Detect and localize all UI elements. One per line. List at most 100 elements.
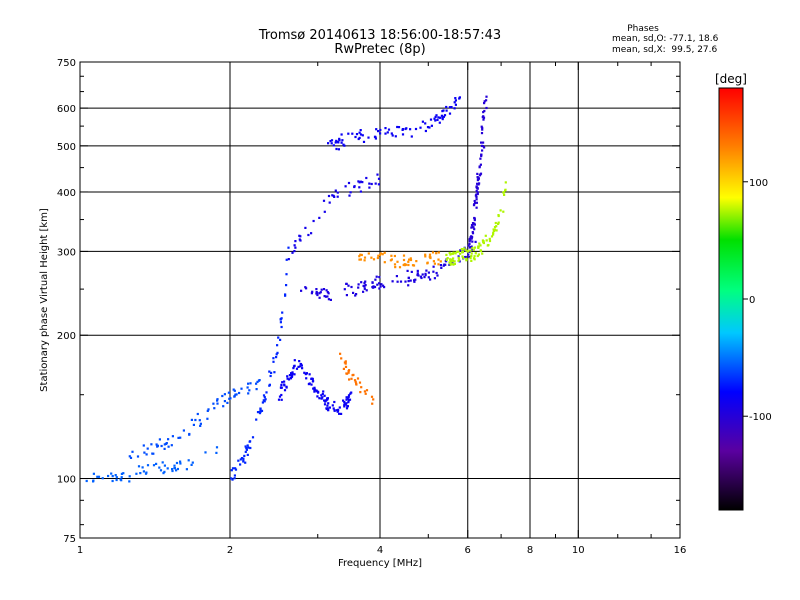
scatter-point: [300, 289, 303, 292]
scatter-point: [417, 274, 420, 277]
scatter-point: [305, 287, 308, 290]
scatter-point: [358, 381, 362, 384]
scatter-point: [458, 258, 461, 261]
scatter-point: [371, 402, 374, 405]
scatter-point: [387, 128, 391, 131]
scatter-point: [379, 252, 383, 255]
scatter-point: [437, 258, 440, 261]
scatter-point: [475, 198, 478, 201]
scatter-point: [478, 182, 481, 185]
scatter-point: [454, 99, 457, 102]
scatter-point: [354, 135, 357, 139]
scatter-point: [350, 285, 353, 289]
phase-info-header: Phases: [627, 24, 659, 34]
scatter-point: [488, 237, 491, 240]
scatter-point: [448, 112, 452, 115]
scatter-point: [143, 451, 146, 454]
scatter-point: [215, 451, 218, 454]
scatter-point: [316, 292, 319, 295]
scatter-point: [380, 283, 383, 286]
scatter-point: [251, 436, 255, 439]
scatter-point: [347, 371, 350, 374]
scatter-point: [163, 447, 166, 450]
scatter-point: [298, 238, 301, 241]
scatter-point: [347, 132, 350, 135]
scatter-point: [355, 133, 359, 136]
scatter-point: [493, 229, 496, 232]
scatter-point: [374, 182, 377, 185]
scatter-point: [268, 383, 271, 386]
scatter-point: [433, 262, 436, 265]
scatter-point: [101, 477, 104, 480]
scatter-point: [359, 253, 362, 256]
scatter-point: [396, 280, 399, 283]
scatter-point: [365, 389, 369, 392]
scatter-point: [363, 256, 367, 259]
scatter-point: [407, 263, 410, 267]
scatter-point: [340, 357, 343, 360]
scatter-point: [406, 269, 409, 272]
scatter-point: [115, 476, 118, 479]
y-axis-ticks: 75 100 200 300 400 500 600 750: [57, 58, 680, 545]
scatter-point: [364, 284, 367, 287]
scatter-point: [334, 189, 337, 192]
scatter-point: [136, 455, 140, 458]
scatter-point: [232, 388, 235, 391]
scatter-point: [234, 467, 237, 470]
scatter-point: [427, 276, 430, 279]
scatter-point: [287, 378, 291, 381]
scatter-point: [475, 196, 478, 199]
scatter-point: [192, 423, 195, 426]
scatter-point: [194, 418, 197, 422]
scatter-point: [204, 451, 207, 454]
scatter-point: [408, 258, 411, 261]
scatter-point: [397, 126, 401, 129]
scatter-point: [239, 463, 242, 466]
scatter-point: [473, 255, 476, 258]
data-points: [85, 95, 507, 483]
scatter-point: [330, 139, 334, 142]
scatter-point: [233, 477, 236, 480]
scatter-point: [163, 470, 166, 473]
scatter-point: [198, 419, 201, 422]
scatter-point: [85, 479, 88, 483]
scatter-point: [342, 399, 345, 402]
scatter-point: [293, 373, 296, 376]
scatter-point: [129, 456, 133, 459]
scatter-point: [448, 263, 451, 266]
scatter-point: [256, 380, 259, 383]
scatter-point: [463, 247, 466, 250]
scatter-point: [161, 461, 164, 464]
scatter-point: [351, 374, 354, 377]
scatter-point: [424, 129, 427, 133]
scatter-point: [244, 445, 247, 448]
scatter-point: [416, 272, 419, 275]
scatter-point: [300, 364, 303, 367]
scatter-point: [327, 408, 330, 411]
scatter-point: [378, 253, 382, 256]
scatter-point: [347, 394, 351, 397]
scatter-point: [378, 287, 381, 290]
scatter-point: [190, 418, 193, 421]
scatter-point: [469, 249, 472, 252]
scatter-point: [327, 292, 330, 295]
scatter-point: [311, 377, 314, 380]
scatter-point: [470, 226, 473, 229]
scatter-point: [275, 353, 278, 356]
scatter-point: [372, 398, 375, 401]
scatter-point: [196, 412, 199, 416]
scatter-point: [159, 469, 163, 472]
scatter-point: [175, 461, 179, 465]
x-tick-label: 10: [572, 545, 585, 556]
scatter-point: [371, 286, 374, 289]
scatter-point: [120, 472, 123, 475]
scatter-point: [483, 100, 486, 103]
scatter-point: [402, 263, 405, 267]
y-axis-label: Stationary phase Virtual Height [km]: [39, 208, 50, 392]
scatter-point: [347, 284, 350, 287]
scatter-point: [325, 289, 328, 292]
scatter-point: [362, 290, 365, 293]
scatter-point: [115, 478, 118, 482]
scatter-point: [285, 258, 288, 261]
scatter-point: [323, 399, 326, 402]
